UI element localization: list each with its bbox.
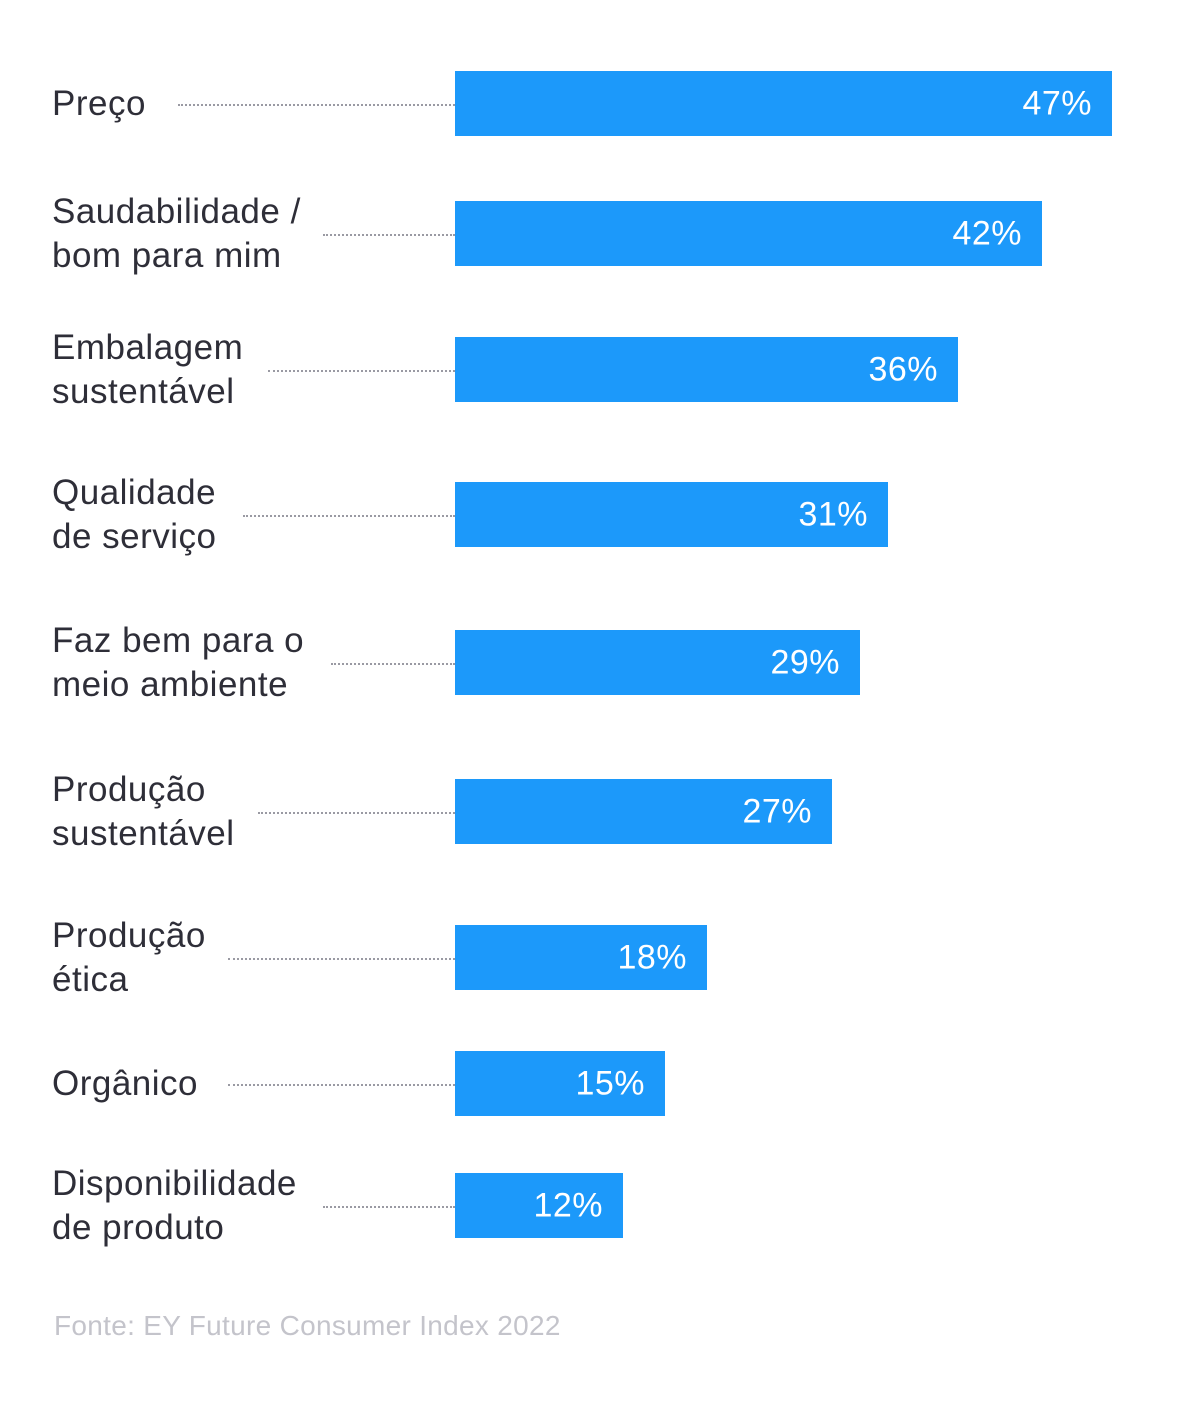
source-note: Fonte: EY Future Consumer Index 2022 [54,1310,561,1341]
bar: 27% [455,779,832,844]
value-label: 31% [798,495,868,533]
bar-row: Qualidade de serviço 31% [0,473,1200,556]
value-label: 12% [533,1186,603,1224]
bar-row: Disponibilidade de produto 12% [0,1164,1200,1247]
category-label: Faz bem para o meio ambiente [52,621,305,704]
value-label: 29% [770,643,840,681]
bar-row: Orgânico 15% [0,1051,1200,1117]
leader-line [323,1206,455,1208]
value-label: 47% [1022,84,1092,122]
leader-line [323,234,455,236]
bar-row: Produção sustentável 27% [0,770,1200,853]
category-label: Orgânico [52,1064,199,1103]
category-label: Saudabilidade / bom para mim [52,192,301,275]
leader-line [228,958,455,960]
category-label: Preço [52,84,146,123]
category-label: Produção ética [52,916,206,999]
bar-row: Embalagem sustentável 36% [0,328,1200,411]
bar: 36% [455,337,958,402]
value-label: 27% [742,792,812,830]
bar: 42% [455,201,1042,266]
leader-line [228,1084,455,1086]
bar: 12% [455,1173,623,1238]
bar: 29% [455,630,860,695]
bar: 15% [455,1051,665,1116]
leader-line [243,515,455,517]
leader-line [258,812,455,814]
bar-row: Faz bem para o meio ambiente 29% [0,621,1200,704]
category-label: Produção sustentável [52,770,235,853]
value-label: 15% [575,1064,645,1102]
value-label: 18% [617,938,687,976]
leader-line [331,663,455,665]
bar-row: Preço 47% [0,71,1200,137]
bar: 47% [455,71,1112,136]
bar-row: Saudabilidade / bom para mim 42% [0,192,1200,275]
category-label: Qualidade de serviço [52,473,217,556]
category-label: Embalagem sustentável [52,328,244,411]
leader-line [178,104,455,106]
bar-row: Produção ética 18% [0,916,1200,999]
value-label: 36% [868,350,938,388]
bar: 18% [455,925,707,990]
bar: 31% [455,482,888,547]
value-label: 42% [952,214,1022,252]
category-label: Disponibilidade de produto [52,1164,297,1247]
leader-line [268,370,455,372]
